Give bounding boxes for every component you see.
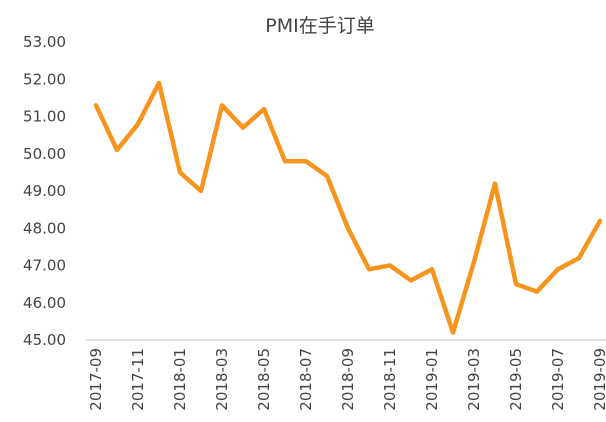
x-tick-label: 2019-07 <box>549 348 567 411</box>
x-tick-label: 2019-05 <box>507 348 525 411</box>
x-tick-label: 2019-03 <box>465 348 483 411</box>
x-tick-label: 2018-07 <box>297 348 315 411</box>
x-tick-label: 2019-09 <box>591 348 606 411</box>
y-tick-label: 48.00 <box>23 219 66 237</box>
x-tick-label: 2018-09 <box>339 348 357 411</box>
y-tick-label: 45.00 <box>23 331 66 349</box>
x-tick-label: 2018-01 <box>171 348 189 411</box>
y-tick-label: 52.00 <box>23 70 66 88</box>
chart-title: PMI在手订单 <box>265 15 374 37</box>
y-tick-label: 49.00 <box>23 182 66 200</box>
x-tick-label: 2017-09 <box>87 348 105 411</box>
x-tick-label: 2018-05 <box>255 348 273 411</box>
y-tick-label: 53.00 <box>23 33 66 51</box>
x-tick-label: 2018-11 <box>381 348 399 411</box>
x-tick-label: 2017-11 <box>129 348 147 411</box>
y-tick-label: 50.00 <box>23 145 66 163</box>
x-tick-label: 2019-01 <box>423 348 441 411</box>
y-tick-label: 46.00 <box>23 294 66 312</box>
y-tick-label: 47.00 <box>23 257 66 275</box>
series-line <box>93 80 603 335</box>
x-tick-label: 2018-03 <box>213 348 231 411</box>
y-tick-label: 51.00 <box>23 108 66 126</box>
